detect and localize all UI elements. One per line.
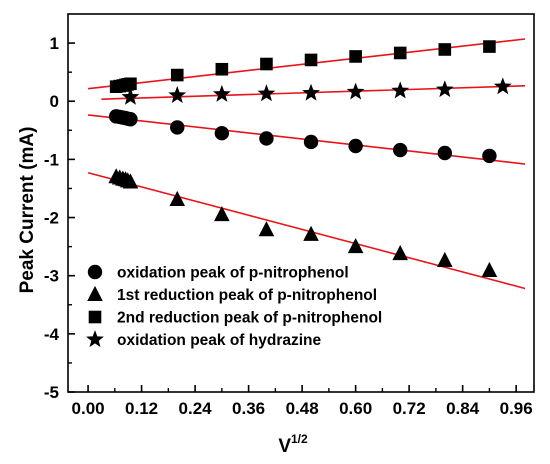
axis-tick-labels: 0.00 0.12 0.24 0.36 0.48 0.60 0.72 0.84 0.96 1 0 -1… xyxy=(44,34,533,418)
data-point xyxy=(481,261,498,277)
legend-label: oxidation peak of p-nitrophenol xyxy=(117,265,349,282)
x-tick-label: 0.96 xyxy=(500,399,533,418)
data-point xyxy=(259,131,274,146)
data-point xyxy=(215,62,229,76)
x-axis-label-base: V xyxy=(278,436,291,457)
x-tick-label: 0.36 xyxy=(232,399,265,418)
data-point xyxy=(483,40,496,53)
legend: oxidation peak of p-nitrophenol 1st reduc… xyxy=(86,264,382,349)
data-point xyxy=(435,80,454,98)
data-point xyxy=(212,84,231,102)
y-tick-label: -1 xyxy=(44,150,59,169)
data-point xyxy=(348,138,363,154)
data-point xyxy=(438,43,452,56)
data-point xyxy=(482,148,497,164)
x-tick-label: 0.72 xyxy=(393,399,426,418)
y-tick-label: -4 xyxy=(44,325,60,344)
legend-label: 1st reduction peak of p-nitrophenol xyxy=(117,287,377,304)
data-point xyxy=(346,82,365,100)
data-point xyxy=(303,134,319,150)
legend-label: 2nd reduction peak of p-nitrophenol xyxy=(117,310,382,327)
y-tick-label: -2 xyxy=(44,209,59,228)
legend-marker-square xyxy=(88,310,102,324)
data-point xyxy=(170,120,185,135)
data-point xyxy=(124,77,137,91)
data-point xyxy=(349,50,362,63)
data-point xyxy=(437,251,453,268)
data-point xyxy=(170,68,184,82)
legend-marker-star xyxy=(86,330,104,348)
fit-lines xyxy=(87,38,526,290)
series-star xyxy=(121,77,512,105)
data-point xyxy=(347,237,364,254)
y-tick-label: -5 xyxy=(44,383,59,402)
y-axis-label: Peak Current (mA) xyxy=(17,127,38,294)
data-point xyxy=(437,145,453,161)
data-point xyxy=(122,173,139,189)
data-point xyxy=(493,77,512,95)
x-tick-label: 0.00 xyxy=(72,399,105,418)
data-point xyxy=(391,81,410,99)
legend-marker-circle xyxy=(87,264,103,280)
data-point xyxy=(123,112,138,127)
x-tick-label: 0.60 xyxy=(339,399,372,418)
data-point xyxy=(168,86,187,103)
plot-frame xyxy=(67,13,535,393)
series-square xyxy=(109,40,496,93)
x-tick-label: 0.12 xyxy=(125,399,158,418)
legend-marker-triangle xyxy=(87,285,103,301)
data-point xyxy=(303,225,319,241)
data-point xyxy=(169,190,186,206)
data-point xyxy=(260,57,273,71)
x-tick-label: 0.84 xyxy=(446,399,480,418)
data-point xyxy=(214,126,230,141)
x-axis-label-superscript: 1/2 xyxy=(291,432,308,446)
data-points xyxy=(108,40,512,277)
data-point xyxy=(257,84,276,102)
y-tick-label: 0 xyxy=(50,92,59,111)
data-point xyxy=(392,244,409,261)
data-point xyxy=(121,87,140,105)
series-circle xyxy=(108,109,497,164)
data-point xyxy=(302,83,320,101)
legend-label: oxidation peak of hydrazine xyxy=(117,332,321,349)
data-point xyxy=(393,142,408,158)
x-tick-label: 0.24 xyxy=(179,399,213,418)
fit-line-triangle xyxy=(87,171,526,290)
y-tick-label: -3 xyxy=(44,267,59,286)
x-axis-label: V1/2 xyxy=(278,432,308,457)
data-point xyxy=(393,46,407,60)
axis-ticks xyxy=(68,42,517,393)
data-point xyxy=(304,53,318,67)
data-point xyxy=(258,221,275,237)
data-point xyxy=(214,205,230,222)
y-tick-label: 1 xyxy=(50,34,59,53)
series-triangle xyxy=(108,168,498,277)
x-tick-label: 0.48 xyxy=(286,399,319,418)
